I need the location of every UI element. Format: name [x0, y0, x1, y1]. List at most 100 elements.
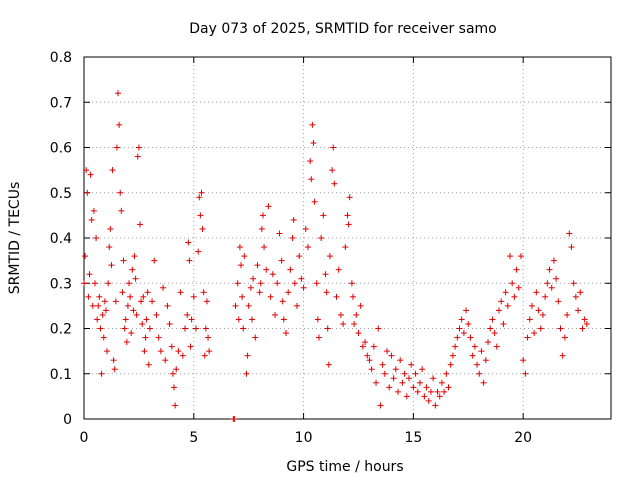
y-tick-label: 0.6 [50, 141, 72, 157]
data-point [542, 293, 549, 300]
data-point [258, 225, 265, 232]
data-point [368, 366, 375, 373]
data-point [203, 298, 210, 305]
data-point [302, 225, 309, 232]
data-point [94, 316, 101, 323]
data-point [245, 302, 252, 309]
chart-title: Day 073 of 2025, SRMTID for receiver sam… [189, 21, 497, 37]
data-point [300, 284, 307, 291]
data-point [85, 293, 92, 300]
data-point [257, 280, 264, 287]
data-point [110, 357, 117, 364]
data-point [296, 253, 303, 260]
data-point [96, 293, 103, 300]
data-point [432, 402, 439, 409]
data-point [546, 266, 553, 273]
data-point [93, 235, 100, 241]
data-point [187, 343, 194, 350]
data-point [120, 257, 127, 264]
data-point [247, 284, 254, 291]
data-point [205, 334, 212, 341]
data-point [581, 316, 588, 323]
data-point [199, 225, 206, 232]
data-point [232, 302, 239, 309]
data-point [153, 311, 160, 318]
data-point [172, 402, 179, 409]
data-point [447, 361, 454, 368]
data-point [141, 348, 148, 355]
data-point [318, 235, 325, 241]
x-tick-label: 0 [80, 430, 89, 446]
data-point [346, 194, 353, 201]
data-point [349, 293, 356, 300]
data-point [559, 352, 566, 359]
data-point [274, 280, 281, 287]
data-point [452, 343, 459, 350]
data-point [243, 370, 250, 377]
data-point [414, 388, 421, 395]
data-point [359, 343, 366, 350]
data-point [463, 307, 470, 314]
data-point [177, 289, 184, 296]
data-point [438, 379, 445, 386]
data-point [91, 280, 98, 287]
data-point [548, 284, 555, 291]
data-point [362, 339, 369, 346]
data-point [357, 302, 364, 309]
data-point [443, 370, 450, 377]
grid [84, 57, 611, 419]
data-point [577, 289, 584, 296]
data-point [351, 320, 358, 327]
data-point [144, 289, 151, 296]
data-point [421, 393, 428, 400]
data-point [164, 302, 171, 309]
data-point [106, 244, 113, 251]
data-point [566, 230, 573, 237]
data-point [133, 311, 140, 318]
data-point [504, 302, 511, 309]
data-point [386, 384, 393, 391]
data-point [561, 334, 568, 341]
data-point [149, 298, 156, 305]
data-point [476, 370, 483, 377]
data-point [185, 239, 192, 246]
data-point [280, 316, 287, 323]
data-point [320, 212, 327, 219]
data-point [449, 352, 456, 359]
data-point [231, 416, 238, 422]
data-point [155, 334, 162, 341]
data-point [370, 343, 377, 350]
data-point [105, 280, 112, 287]
data-point [235, 316, 242, 323]
data-point [112, 298, 119, 305]
data-point [145, 361, 152, 368]
data-point [291, 280, 298, 287]
data-point [410, 384, 417, 391]
data-point [575, 307, 582, 314]
data-point [388, 352, 395, 359]
data-point [412, 370, 419, 377]
data-point [236, 244, 243, 251]
data-point [184, 311, 191, 318]
data-point [143, 316, 150, 323]
data-point [401, 370, 408, 377]
data-point [175, 348, 182, 355]
data-point [173, 366, 180, 373]
data-point [469, 352, 476, 359]
data-point [441, 388, 448, 395]
data-point [138, 298, 145, 305]
data-point [348, 280, 355, 287]
data-point [570, 280, 577, 287]
data-point [98, 370, 105, 377]
data-point [83, 167, 90, 174]
data-point [579, 325, 586, 332]
data-point [528, 302, 535, 309]
data-point [197, 212, 204, 219]
data-point [436, 393, 443, 400]
data-point [553, 275, 560, 282]
data-point [287, 266, 294, 273]
y-tick-label: 0.2 [50, 322, 72, 338]
data-point [419, 366, 426, 373]
data-point [238, 262, 245, 269]
